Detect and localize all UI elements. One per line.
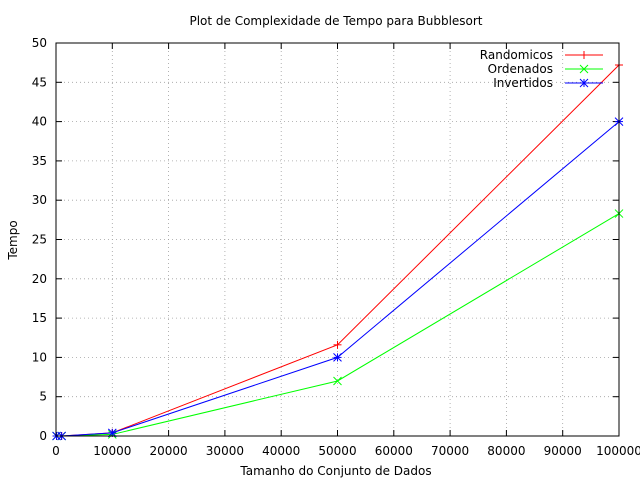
y-tick-label: 15 [32,311,47,325]
x-tick-label: 0 [52,444,60,458]
data-point-marker [333,340,342,349]
x-tick-label: 80000 [487,444,525,458]
legend-label: Randomicos [480,48,553,62]
series-line [56,213,620,437]
y-tick-label: 45 [32,75,47,89]
data-point-marker [333,353,342,362]
y-tick-label: 25 [32,233,47,247]
x-tick-label: 60000 [375,444,413,458]
y-tick-label: 35 [32,154,47,168]
chart-title: Plot de Complexidade de Tempo para Bubbl… [189,14,482,28]
x-tick-label: 40000 [262,444,300,458]
legend-label: Ordenados [488,62,553,76]
data-point-marker [333,376,342,386]
legend-item: Ordenados [488,62,603,76]
x-axis-label: Tamanho do Conjunto de Dados [239,464,431,478]
y-tick-label: 40 [32,115,47,129]
series-ordenados [52,209,624,441]
y-axis-label: Tempo [6,220,20,260]
x-tick-label: 90000 [544,444,582,458]
legend-label: Invertidos [493,76,553,90]
axis-ticks: 0 5 10 15 20 25 30 35 40 45 50 0 10000 20000 30000 4000… [32,36,640,458]
y-tick-label: 30 [32,193,47,207]
data-point-marker [580,51,588,59]
plot-frame [55,42,620,437]
x-tick-label: 50000 [318,444,356,458]
x-tick-label: 100000 [596,444,640,458]
x-tick-label: 20000 [150,444,188,458]
data-point-marker [579,64,589,74]
y-tick-label: 20 [32,272,47,286]
y-tick-label: 10 [32,350,47,364]
y-tick-label: 0 [39,429,47,443]
y-tick-label: 50 [32,36,47,50]
legend-item: Invertidos [493,76,603,90]
x-tick-label: 70000 [431,444,469,458]
data-point-marker [579,78,589,88]
legend-item: Randomicos [480,48,603,62]
x-tick-label: 30000 [206,444,244,458]
x-tick-label: 10000 [93,444,131,458]
y-tick-label: 5 [39,390,47,404]
grid [56,43,619,436]
